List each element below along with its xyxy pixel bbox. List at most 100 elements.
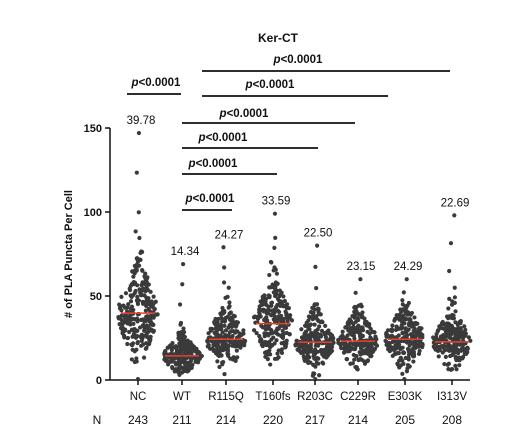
data-point <box>443 354 448 359</box>
data-point <box>215 331 220 337</box>
data-point <box>232 342 237 347</box>
data-point <box>294 338 299 343</box>
data-point <box>406 357 411 362</box>
data-point <box>210 346 215 351</box>
data-point <box>150 305 156 310</box>
data-point <box>153 299 158 304</box>
data-point <box>181 330 187 335</box>
data-point <box>241 331 246 336</box>
data-point <box>271 335 276 340</box>
n-value: 214 <box>216 413 236 427</box>
data-point <box>273 280 278 285</box>
data-point <box>365 341 370 346</box>
data-point <box>220 340 225 345</box>
data-point <box>404 317 409 322</box>
data-point <box>454 335 459 340</box>
data-point <box>448 241 454 246</box>
data-point <box>122 328 127 334</box>
data-point <box>122 315 127 320</box>
data-point <box>279 350 285 356</box>
data-point <box>173 362 179 367</box>
data-point <box>410 347 415 352</box>
mean-label: 22.69 <box>441 197 470 209</box>
data-point <box>268 362 273 367</box>
data-point <box>140 286 146 291</box>
data-point <box>135 328 140 333</box>
x-tick-label: R203C <box>297 391 333 403</box>
data-point <box>144 280 149 285</box>
data-point <box>384 339 389 344</box>
data-point <box>220 345 225 350</box>
data-point <box>322 351 327 356</box>
data-point <box>209 327 214 332</box>
data-point <box>137 257 142 262</box>
data-point <box>140 323 146 328</box>
data-point <box>452 295 457 300</box>
data-point <box>344 356 350 362</box>
data-point <box>405 327 411 333</box>
data-point <box>132 290 137 296</box>
data-point <box>229 328 234 334</box>
data-point <box>259 342 265 347</box>
data-point <box>281 332 286 337</box>
data-point <box>219 315 224 321</box>
y-axis: 0 50 100 150 <box>84 123 470 387</box>
data-point <box>134 170 139 175</box>
data-point <box>405 333 410 338</box>
data-point <box>135 377 141 382</box>
mean-lines <box>121 312 469 357</box>
data-point <box>443 325 449 330</box>
data-point <box>302 338 307 343</box>
data-point <box>440 319 445 325</box>
data-point <box>166 359 171 364</box>
data-point <box>228 310 233 315</box>
data-point <box>128 293 133 298</box>
x-tick-label: NC <box>130 391 147 403</box>
mean-label: 22.50 <box>304 228 333 240</box>
data-point <box>140 301 146 306</box>
data-point <box>185 346 191 351</box>
data-point <box>139 249 145 255</box>
data-point <box>262 317 267 323</box>
data-point <box>182 358 187 363</box>
data-point <box>412 326 417 331</box>
data-point <box>372 330 377 335</box>
data-point <box>326 346 331 351</box>
data-point <box>147 316 152 322</box>
data-point <box>128 322 133 327</box>
data-point <box>223 328 229 333</box>
data-point <box>450 316 455 321</box>
data-point <box>222 319 228 324</box>
data-point <box>454 367 459 372</box>
data-point <box>284 338 289 343</box>
data-point <box>415 333 420 338</box>
data-point <box>178 320 184 326</box>
data-point <box>318 312 323 317</box>
data-point <box>358 312 363 317</box>
data-point <box>306 347 311 352</box>
data-point <box>163 349 168 354</box>
data-point <box>390 334 395 339</box>
data-point <box>387 349 392 354</box>
significance-brackets: p<0.0001 p<0.0001 p<0.0001 p<0.0001 p<0.0001… <box>127 54 450 211</box>
data-point <box>174 368 179 373</box>
data-point <box>274 271 279 276</box>
data-point <box>373 342 378 347</box>
data-point <box>181 333 186 339</box>
data-point <box>181 340 186 345</box>
data-point <box>420 341 425 347</box>
data-point <box>400 307 405 312</box>
data-point <box>136 130 142 136</box>
data-point <box>435 344 440 349</box>
data-point <box>269 328 274 333</box>
data-point <box>322 330 328 336</box>
data-point <box>319 319 324 324</box>
data-point <box>466 335 471 340</box>
data-point <box>393 351 399 356</box>
data-point <box>303 333 309 338</box>
data-point <box>370 347 375 352</box>
data-point <box>281 317 286 322</box>
data-point <box>314 313 319 319</box>
data-point <box>139 317 144 322</box>
data-point <box>135 333 140 339</box>
